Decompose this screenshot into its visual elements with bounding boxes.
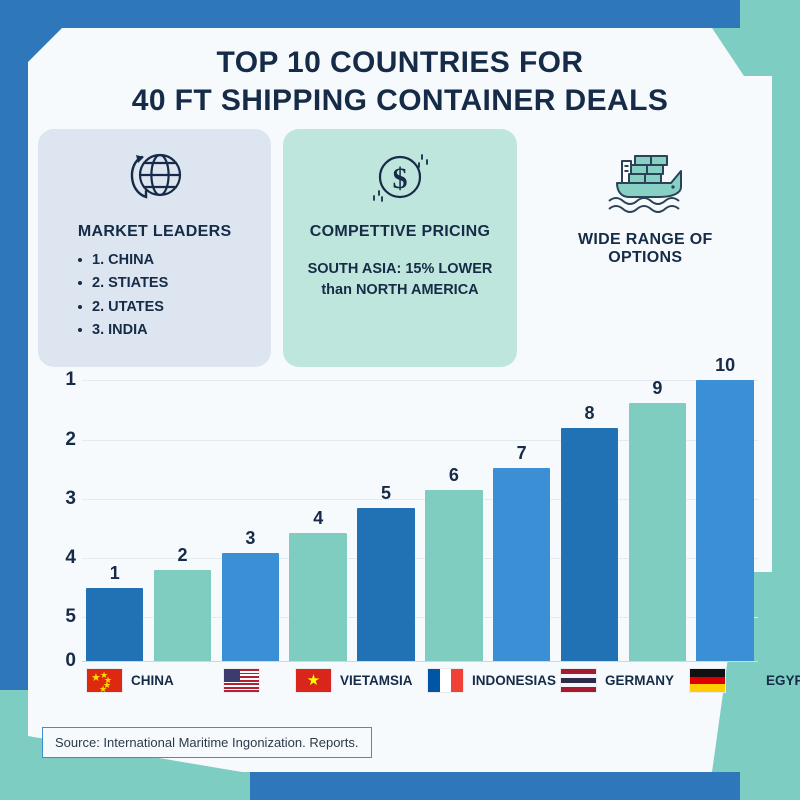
source-note: Source: International Maritime Ingonizat…: [42, 727, 372, 758]
x-entry-germany: GERMANY: [560, 668, 674, 693]
bar-2: 2: [153, 545, 212, 662]
bar-series: 1 2 3 4 5 6 7 8 9 10: [86, 355, 754, 662]
card-market-leaders: MARKET LEADERS 1. CHINA 2. STIATES 2. UT…: [38, 128, 272, 367]
y-axis-tick: 5: [65, 606, 76, 627]
bar-rect: [560, 428, 619, 662]
y-axis-tick: 0: [65, 650, 76, 671]
bar-value-label: 6: [448, 465, 459, 485]
gridline: [82, 617, 758, 618]
bar-rect: [696, 380, 754, 662]
source-text: Source: International Maritime Ingonizat…: [55, 735, 359, 750]
bar-rect: [492, 468, 551, 662]
y-axis-tick: 4: [65, 547, 76, 568]
list-item: 1. CHINA: [78, 249, 261, 272]
china-flag: ★ ★ ★ ★ ★: [86, 668, 123, 693]
bar-9: 9: [628, 378, 687, 662]
germany-flag: [689, 668, 726, 693]
list-item: 2. UTATES: [78, 296, 261, 319]
bar-rect: [221, 553, 280, 662]
usa-flag: [223, 668, 260, 693]
gridline: [82, 499, 758, 500]
bar-rect: [289, 533, 347, 662]
x-label: EGYPT: [766, 673, 800, 688]
market-leaders-list: 1. CHINA 2. STIATES 2. UTATES 3. INDIA: [48, 249, 261, 343]
pricing-line-2-normal: than: [321, 281, 356, 298]
page-title: TOP 10 COUNTRIES FOR 40 FT SHIPPING CONT…: [28, 28, 772, 121]
bar-value-label: 9: [652, 378, 663, 398]
x-axis-line: [82, 660, 758, 662]
bar-chart: 1 2 3 4 5 0 1 2 3 4 5 6 7 8 9 10 ★ ★ ★ ★ ★ CHINA: [38, 355, 800, 696]
bar-value-label: 7: [516, 443, 527, 463]
x-label: CHINA: [131, 673, 174, 688]
bar-value-label: 1: [109, 563, 120, 583]
card-heading: WIDE RANGE OF OPTIONS: [578, 230, 713, 266]
card-heading: MARKET LEADERS: [77, 222, 232, 240]
bar-rect: [425, 490, 483, 662]
bar-10: 10: [696, 355, 754, 662]
bar-value-label: 4: [313, 508, 324, 528]
bar-4: 4: [289, 508, 347, 662]
pricing-line-2: than NORTH AMERICA: [293, 280, 506, 301]
list-item: 3. INDIA: [78, 319, 261, 342]
y-axis-tick: 2: [65, 429, 76, 450]
x-entry-egypt: EGYPT: [689, 668, 800, 693]
thailand-flag: [560, 668, 597, 693]
y-axis-tick: 1: [65, 369, 76, 390]
bar-1: 1: [86, 563, 144, 662]
plot-area: 1 2 3 4 5 0 1 2 3 4 5 6 7 8 9 10: [65, 355, 758, 671]
list-item: 2. STIATES: [78, 272, 261, 295]
x-entry-china: ★ ★ ★ ★ ★ CHINA: [86, 668, 174, 693]
bar-value-label: 3: [245, 528, 256, 548]
card-wide-range-of-options: WIDE RANGE OF OPTIONS: [529, 129, 762, 291]
gridline: [82, 558, 758, 559]
highlight-cards: MARKET LEADERS 1. CHINA 2. STIATES 2. UT…: [28, 121, 772, 367]
dollar-coin-icon: $: [293, 147, 506, 209]
bar-6: 6: [425, 465, 483, 662]
bar-value-label: 2: [177, 545, 188, 565]
x-label: GERMANY: [605, 673, 675, 688]
x-entry-vietnam: ★ VIETAMSIA: [295, 668, 413, 693]
bar-value-label: 10: [715, 355, 736, 375]
gridline: [82, 440, 758, 441]
vietnam-flag: ★: [295, 668, 332, 693]
bar-3: 3: [221, 528, 280, 662]
card-competitive-pricing: $ COMPETTIVE PRICING SOUTH ASIA: 15% LOW…: [283, 128, 517, 367]
bar-value-label: 5: [381, 483, 392, 503]
y-axis-tick: 3: [65, 488, 76, 509]
bar-7: 7: [492, 443, 551, 662]
pricing-line-2-bold: NORTH AMERICA: [355, 281, 479, 298]
infographic-canvas: TOP 10 COUNTRIES FOR 40 FT SHIPPING CONT…: [28, 28, 800, 772]
france-flag: [427, 668, 464, 693]
bar-rect: [628, 403, 687, 662]
bar-5: 5: [357, 483, 415, 662]
x-label: VIETAMSIA: [340, 673, 413, 688]
title-line-1: TOP 10 COUNTRIES FOR: [216, 46, 584, 79]
card-heading: COMPETTIVE PRICING: [309, 222, 491, 240]
bar-rect: [153, 570, 212, 662]
x-entry-usa: [223, 668, 268, 693]
gridline: [82, 380, 758, 381]
bar-rect: [357, 508, 415, 662]
bar-rect: [86, 588, 144, 662]
pricing-line-1: SOUTH ASIA: 15% LOWER: [307, 260, 493, 277]
x-axis-labels: ★ ★ ★ ★ ★ CHINA ★: [82, 664, 800, 696]
bar-8: 8: [560, 403, 619, 662]
x-label: INDONESIAS: [472, 673, 557, 688]
pricing-body: SOUTH ASIA: 15% LOWER than NORTH AMERICA: [293, 259, 506, 301]
title-line-2: 40 FT SHIPPING CONTAINER DEALS: [131, 84, 669, 118]
container-ship-icon: [539, 143, 752, 217]
x-entry-indonesia: INDONESIAS: [427, 668, 556, 693]
svg-text:$: $: [392, 162, 407, 195]
globe-icon: [48, 147, 261, 209]
bar-value-label: 8: [584, 403, 595, 423]
